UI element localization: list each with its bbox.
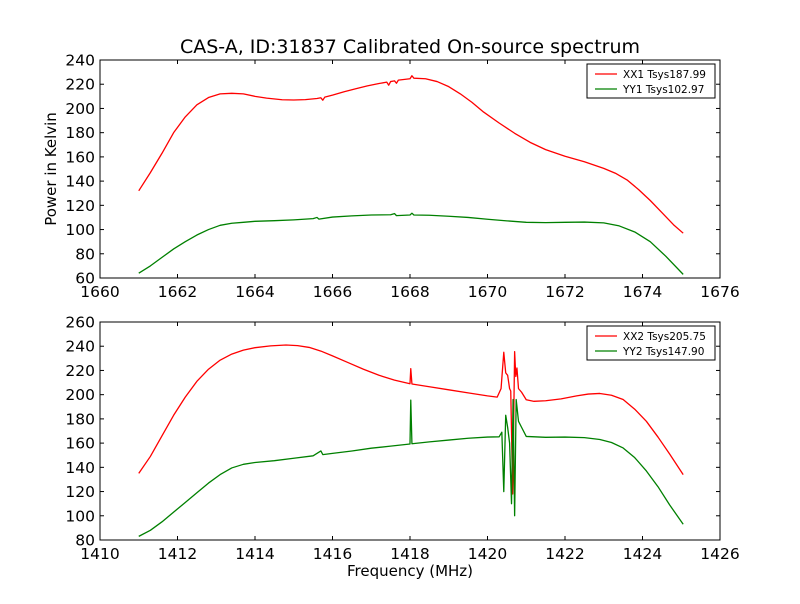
y-tick-label: 100 bbox=[65, 507, 95, 525]
y-tick-label: 180 bbox=[65, 410, 95, 428]
legend-label: YY1 Tsys102.97 bbox=[622, 84, 704, 96]
legend: XX1 Tsys187.99 YY1 Tsys102.97 bbox=[586, 63, 716, 99]
y-tick-label: 60 bbox=[75, 270, 95, 288]
x-tick-label: 1418 bbox=[390, 545, 429, 563]
y-tick-label: 220 bbox=[65, 76, 95, 94]
legend-label: XX1 Tsys187.99 bbox=[623, 69, 706, 81]
y-tick-label: 160 bbox=[65, 435, 95, 453]
x-tick-label: 1410 bbox=[80, 545, 119, 563]
x-axis-label: Frequency (MHz) bbox=[347, 562, 473, 580]
chart-title: CAS-A, ID:31837 Calibrated On-source spe… bbox=[180, 36, 640, 58]
legend: XX2 Tsys205.75 YY2 Tsys147.90 bbox=[586, 325, 716, 361]
y-tick-label: 240 bbox=[65, 52, 95, 70]
x-tick-label: 1664 bbox=[235, 283, 274, 301]
series-line-yy bbox=[138, 212, 684, 275]
y-tick-label: 260 bbox=[65, 314, 95, 332]
x-tick-label: 1676 bbox=[700, 283, 739, 301]
x-tick-label: 1420 bbox=[468, 545, 507, 563]
y-tick-label: 240 bbox=[65, 338, 95, 356]
y-tick-label: 200 bbox=[65, 100, 95, 118]
bottom-plot: 1410 1412 1414 1416 1418 1420 1422 1424 1426 80 10… bbox=[65, 314, 739, 581]
legend-label: XX2 Tsys205.75 bbox=[623, 331, 706, 343]
y-tick-label: 140 bbox=[65, 459, 95, 477]
legend-label: YY2 Tsys147.90 bbox=[622, 346, 704, 358]
y-tick-label: 80 bbox=[75, 245, 95, 263]
x-tick-label: 1672 bbox=[545, 283, 584, 301]
x-tick-label: 1666 bbox=[313, 283, 352, 301]
y-tick-label: 120 bbox=[65, 197, 95, 215]
y-tick-label: 180 bbox=[65, 124, 95, 142]
legend-box bbox=[586, 63, 716, 99]
x-tick-label: 1668 bbox=[390, 283, 429, 301]
legend-box bbox=[586, 325, 716, 361]
x-tick-label: 1416 bbox=[313, 545, 352, 563]
x-tick-label: 1412 bbox=[158, 545, 197, 563]
x-tick-label: 1422 bbox=[545, 545, 584, 563]
y-tick-label: 200 bbox=[65, 386, 95, 404]
series-line-yy bbox=[138, 398, 684, 537]
top-plot: 1660 1662 1664 1666 1668 1670 1672 1674 1676 60 80… bbox=[42, 52, 740, 302]
y-tick-label: 160 bbox=[65, 148, 95, 166]
y-tick-label: 80 bbox=[75, 532, 95, 550]
y-tick-label: 220 bbox=[65, 362, 95, 380]
x-tick-label: 1662 bbox=[158, 283, 197, 301]
x-tick-label: 1426 bbox=[700, 545, 739, 563]
x-tick-label: 1674 bbox=[623, 283, 662, 301]
series-line-xx bbox=[138, 75, 684, 234]
x-tick-label: 1670 bbox=[468, 283, 507, 301]
y-axis-label: Power in Kelvin bbox=[42, 112, 60, 226]
y-tick-label: 100 bbox=[65, 221, 95, 239]
y-tick-label: 140 bbox=[65, 173, 95, 191]
y-tick-label: 120 bbox=[65, 483, 95, 501]
x-tick-label: 1660 bbox=[80, 283, 119, 301]
x-tick-label: 1424 bbox=[623, 545, 662, 563]
x-tick-label: 1414 bbox=[235, 545, 274, 563]
series-line-xx bbox=[138, 344, 684, 495]
